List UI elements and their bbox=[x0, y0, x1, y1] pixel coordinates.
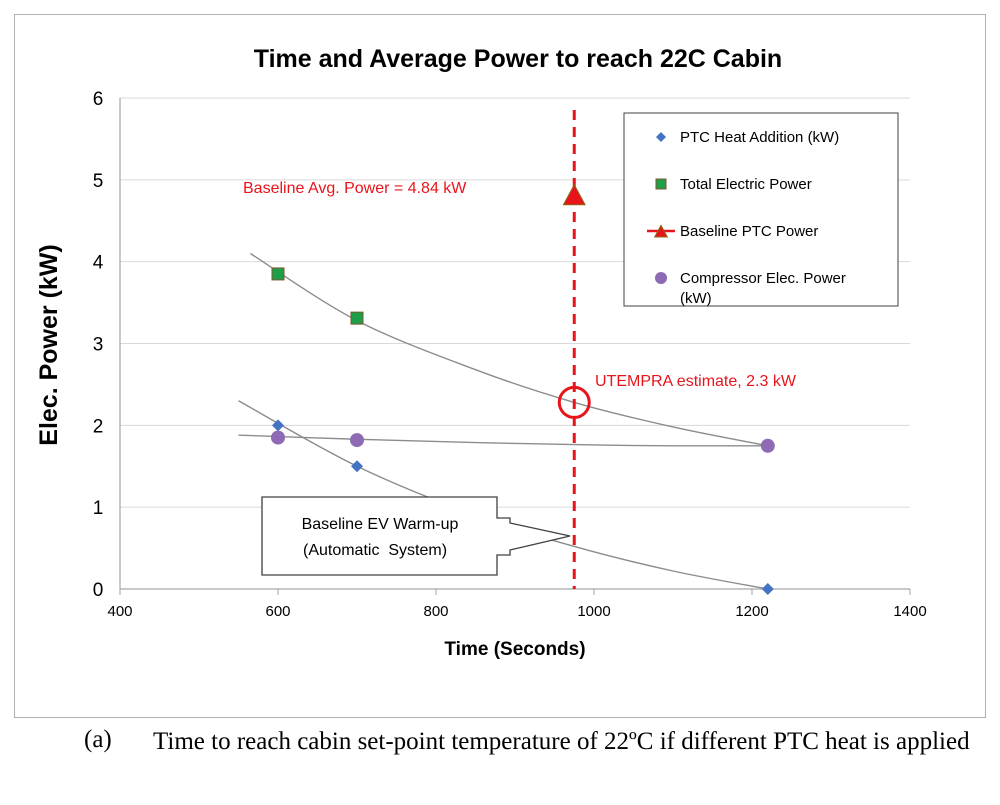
y-tick-label: 2 bbox=[93, 416, 104, 437]
caption-text: Time to reach cabin set-point temperatur… bbox=[153, 728, 970, 755]
data-point-series-4 bbox=[271, 430, 285, 445]
utempra-estimate-marker bbox=[557, 385, 591, 419]
data-point-series-2 bbox=[271, 267, 285, 281]
data-point-series-4 bbox=[760, 438, 775, 453]
x-tick-label: 400 bbox=[107, 603, 132, 620]
x-tick-label: 1400 bbox=[893, 603, 926, 620]
y-tick-label: 3 bbox=[93, 335, 104, 356]
legend-box bbox=[623, 112, 899, 307]
callout-line-2: (Automatic System) bbox=[303, 542, 447, 559]
chart: Time and Average Power to reach 22C Cabi… bbox=[35, 45, 927, 660]
legend-label-series-1: PTC Heat Addition (kW) bbox=[680, 129, 839, 146]
data-point-series-1 bbox=[272, 419, 284, 432]
chart-title: Time and Average Power to reach 22C Cabi… bbox=[254, 45, 782, 73]
grid-layer bbox=[120, 97, 910, 508]
y-tick-label: 4 bbox=[93, 253, 104, 274]
data-point-series-4 bbox=[350, 433, 364, 448]
x-tick-label: 1000 bbox=[577, 603, 610, 620]
data-point-series-1 bbox=[761, 583, 774, 595]
legend-label-series-3: Baseline PTC Power bbox=[680, 223, 818, 240]
baseline-avg-power-annotation: Baseline Avg. Power = 4.84 kW bbox=[243, 180, 467, 197]
legend-label-series-2: Total Electric Power bbox=[680, 176, 812, 193]
figure-caption: (a) Time to reach cabin set-point temper… bbox=[0, 722, 1000, 802]
data-point-series-2 bbox=[350, 311, 364, 325]
legend: PTC Heat Addition (kW) Total Electric Pow… bbox=[623, 112, 899, 307]
y-tick-label: 1 bbox=[93, 498, 104, 519]
callout-line-1: Baseline EV Warm-up bbox=[302, 516, 459, 533]
legend-marker-series-3 bbox=[653, 224, 669, 238]
legend-marker-series-1 bbox=[656, 132, 666, 142]
data-point-series-1 bbox=[351, 460, 363, 473]
y-tick-label: 0 bbox=[93, 580, 104, 601]
x-tick-label: 1200 bbox=[735, 603, 768, 620]
x-tick-label: 600 bbox=[265, 603, 290, 620]
reference-line-layer bbox=[557, 110, 591, 589]
data-point-series-3 bbox=[562, 183, 586, 206]
legend-marker-series-2 bbox=[655, 178, 667, 190]
y-tick-label: 5 bbox=[93, 171, 104, 192]
x-axis-label: Time (Seconds) bbox=[444, 639, 585, 660]
callout-baseline-ev-warmup: Baseline EV Warm-up (Automatic System) bbox=[261, 496, 571, 576]
marker-layer bbox=[271, 183, 775, 595]
callout-arrow-box bbox=[261, 496, 571, 576]
utempra-estimate-annotation: UTEMPRA estimate, 2.3 kW bbox=[595, 373, 797, 390]
x-tick-label: 800 bbox=[423, 603, 448, 620]
legend-label-series-4: Compressor Elec. Power (kW) bbox=[680, 270, 846, 307]
y-tick-label: 6 bbox=[93, 89, 104, 110]
y-axis-label: Elec. Power (kW) bbox=[35, 244, 63, 445]
axis-layer: 0 1 2 3 4 5 6 400 600 800 1000 1200 1400 bbox=[93, 89, 927, 620]
trendline-2 bbox=[238, 434, 768, 447]
legend-marker-series-4 bbox=[655, 272, 667, 284]
trendline-1 bbox=[249, 252, 768, 447]
caption-label: (a) bbox=[84, 726, 112, 753]
